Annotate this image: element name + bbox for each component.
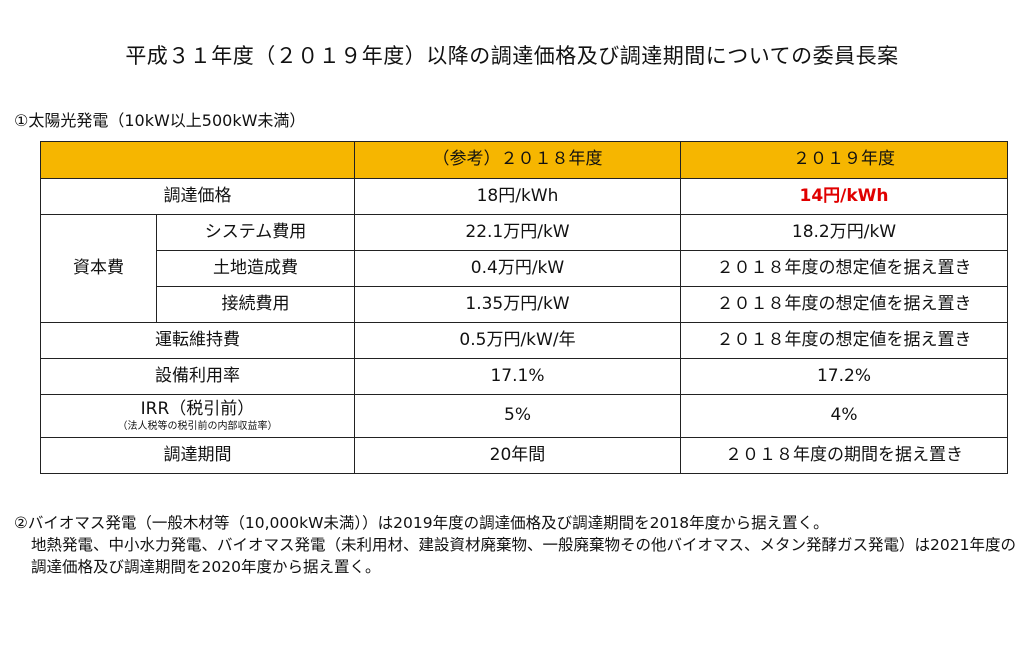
row-label-om: 運転維持費 [40,322,355,359]
cell-2018: 0.4万円/kW [354,250,681,287]
cell-2018: 5% [354,394,681,438]
cell-2019: ２０１８年度の想定値を据え置き [680,286,1008,323]
irr-label: IRR（税引前） [140,398,255,419]
table-row: 調達価格 18円/kWh 14円/kWh [40,178,1008,215]
row-label-system: システム費用 [156,214,355,251]
cell-2019: 17.2% [680,358,1008,395]
header-cell-empty [40,141,355,179]
biomass-note: ②バイオマス発電（一般木材等（10,000kW未満））は2019年度の調達価格及… [14,512,1018,578]
cell-2018: 17.1% [354,358,681,395]
cell-2019: 18.2万円/kW [680,214,1008,251]
row-label-capacity: 設備利用率 [40,358,355,395]
table-row: 接続費用 1.35万円/kW ２０１８年度の想定値を据え置き [41,286,1008,323]
cell-2018: 18円/kWh [354,178,681,215]
solar-price-table: （参考）２０１８年度 ２０１９年度 調達価格 18円/kWh 14円/kWh 資… [40,141,1008,474]
note-line-1: ②バイオマス発電（一般木材等（10,000kW未満））は2019年度の調達価格及… [14,514,829,532]
row-label-land: 土地造成費 [156,250,355,287]
table-row: 土地造成費 0.4万円/kW ２０１８年度の想定値を据え置き [41,250,1008,287]
table-row: 調達期間 20年間 ２０１８年度の期間を据え置き [40,437,1008,474]
table-row: 運転維持費 0.5万円/kW/年 ２０１８年度の想定値を据え置き [40,322,1008,359]
cell-2018: 20年間 [354,437,681,474]
table-row: 設備利用率 17.1% 17.2% [40,358,1008,395]
cell-2019-highlight: 14円/kWh [680,178,1008,215]
table-header-row: （参考）２０１８年度 ２０１９年度 [40,141,1008,179]
cell-2019: ２０１８年度の想定値を据え置き [680,250,1008,287]
cell-2019: 4% [680,394,1008,438]
header-cell-2018: （参考）２０１８年度 [354,141,681,179]
row-label-period: 調達期間 [40,437,355,474]
table-row: 資本費 システム費用 22.1万円/kW 18.2万円/kW [40,214,1008,323]
row-label-price: 調達価格 [40,178,355,215]
row-label-irr: IRR（税引前） （法人税等の税引前の内部収益率） [40,394,355,438]
irr-sublabel: （法人税等の税引前の内部収益率） [117,420,278,432]
header-cell-2019: ２０１９年度 [680,141,1008,179]
cell-2018: 22.1万円/kW [354,214,681,251]
section-heading-solar: ①太陽光発電（10kW以上500kW未満） [14,111,306,130]
note-line-2: 地熱発電、中小水力発電、バイオマス発電（未利用材、建設資材廃棄物、一般廃棄物その… [31,536,1016,576]
cell-2018: 0.5万円/kW/年 [354,322,681,359]
page-title: 平成３１年度（２０１９年度）以降の調達価格及び調達期間についての委員長案 [125,44,899,68]
row-label-connection: 接続費用 [156,286,355,323]
table-row: IRR（税引前） （法人税等の税引前の内部収益率） 5% 4% [40,394,1008,438]
cell-2019: ２０１８年度の期間を据え置き [680,437,1008,474]
cell-2019: ２０１８年度の想定値を据え置き [680,322,1008,359]
cell-2018: 1.35万円/kW [354,286,681,323]
row-group-label-capex: 資本費 [40,214,157,323]
